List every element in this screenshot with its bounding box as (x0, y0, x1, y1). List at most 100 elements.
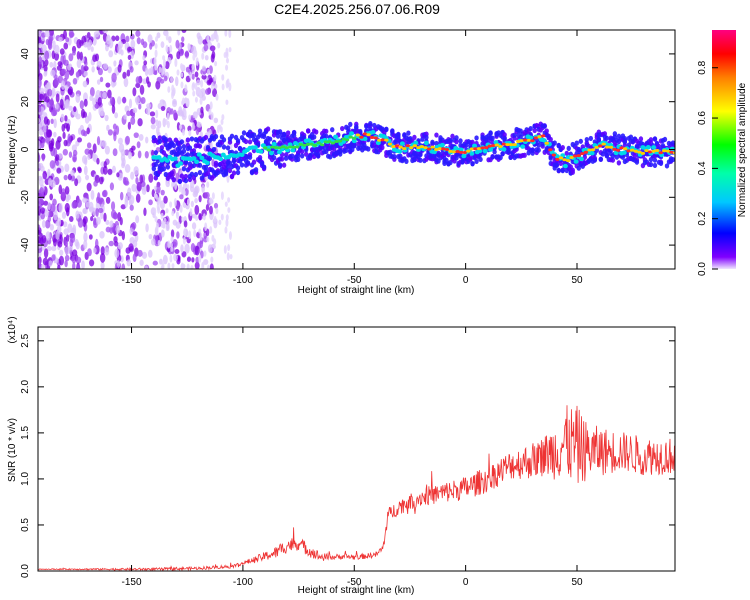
noise-blob (63, 174, 68, 181)
ridge-band (570, 167, 575, 173)
ridge-band (231, 158, 237, 164)
x-tick-label: 50 (571, 577, 583, 588)
ridge-band (295, 153, 301, 159)
y-tick-label: 1.5 (20, 426, 31, 440)
ridge-core (651, 145, 657, 150)
noise-blob (139, 84, 145, 95)
noise-blob (47, 39, 52, 49)
ridge-band (243, 138, 249, 145)
noise-blob (165, 44, 169, 53)
ridge-peak (302, 143, 307, 147)
noise-blob (153, 56, 157, 66)
ridge-peak (597, 144, 603, 148)
ridge-peak (665, 149, 671, 153)
noise-blob (38, 30, 41, 38)
noise-blob (59, 249, 64, 256)
ridge-peak (284, 146, 289, 150)
ridge-band (169, 170, 175, 176)
noise-blob (40, 165, 45, 172)
noise-blob (64, 84, 69, 92)
ridge-band (171, 177, 177, 183)
noise-blob (62, 221, 68, 228)
noise-blob (184, 50, 189, 59)
noise-blob (198, 254, 202, 263)
ridge-band (578, 138, 583, 144)
ridge-band (544, 128, 549, 134)
noise-blob (171, 210, 175, 217)
noise-blob (85, 174, 90, 181)
y-tick-label: -40 (20, 237, 31, 252)
ridge-core (528, 135, 534, 140)
noise-blob (72, 224, 77, 235)
noise-blob (83, 65, 89, 72)
noise-blob (54, 77, 60, 86)
noise-blob (129, 33, 135, 40)
ridge-core (573, 159, 579, 164)
noise-blob (107, 66, 112, 74)
noise-blob (38, 260, 42, 269)
ridge-band (153, 150, 159, 156)
ridge-band (626, 142, 632, 148)
noise-blob (145, 136, 149, 144)
noise-blob (155, 80, 161, 90)
ridge-band (584, 136, 589, 143)
noise-blob (204, 222, 208, 232)
noise-blob (148, 199, 153, 206)
noise-blob (77, 167, 82, 174)
ridge-core (351, 138, 357, 144)
ridge-band (265, 126, 271, 132)
ridge-peak (669, 150, 674, 154)
noise-blob (41, 138, 46, 144)
colorbar-tick-label: 0.8 (697, 60, 708, 74)
noise-blob (151, 149, 155, 157)
ridge-peak (419, 145, 425, 149)
noise-blob (129, 204, 134, 211)
noise-blob (41, 234, 47, 244)
ridge-peak (576, 154, 581, 158)
noise-blob (201, 74, 207, 80)
noise-blob (169, 201, 173, 208)
noise-blob (39, 187, 44, 197)
noise-blob (92, 247, 97, 254)
ridge-core (370, 129, 376, 135)
ridge-peak (384, 138, 389, 142)
noise-blob (175, 211, 179, 217)
noise-blob (87, 41, 91, 51)
noise-blob (99, 76, 104, 83)
noise-blob (105, 44, 109, 52)
noise-blob (128, 199, 133, 206)
noise-blob (186, 263, 190, 269)
noise-blob (146, 106, 151, 116)
colorbar-tick-label: 0.0 (697, 262, 708, 276)
ridge-peak (544, 141, 549, 145)
noise-blob (170, 236, 174, 243)
noise-blob (64, 202, 70, 213)
ridge-band (235, 169, 241, 176)
noise-blob (38, 43, 43, 49)
ridge-band (348, 121, 353, 127)
noise-blob (120, 148, 126, 156)
noise-blob (172, 238, 178, 248)
noise-blob (176, 231, 180, 239)
ridge-peak (369, 135, 375, 139)
noise-blob (143, 207, 147, 217)
noise-blob (206, 236, 210, 243)
noise-blob (199, 97, 203, 105)
ridge-band (177, 145, 183, 151)
noise-blob (75, 93, 81, 103)
noise-blob (47, 88, 53, 97)
ridge-core (562, 163, 568, 169)
noise-blob (48, 260, 53, 267)
noise-blob (191, 63, 195, 70)
ridge-peak (444, 147, 450, 151)
ridge-peak (458, 150, 464, 154)
ridge-band (227, 167, 233, 174)
noise-blob (139, 174, 143, 184)
ridge-band (588, 135, 594, 142)
noise-blob (92, 143, 97, 154)
noise-blob (150, 66, 154, 76)
noise-blob (115, 224, 121, 234)
noise-blob (60, 188, 67, 198)
noise-blob (183, 228, 187, 237)
ridge-band (151, 166, 157, 172)
